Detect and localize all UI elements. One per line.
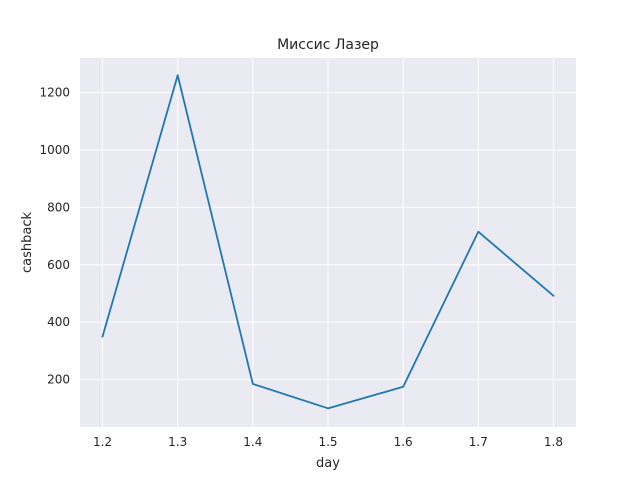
y-tick-label: 800 [47, 200, 70, 214]
y-tick-label: 600 [47, 258, 70, 272]
y-tick-label: 1200 [39, 85, 70, 99]
chart-title: Миссис Лазер [277, 37, 379, 53]
series-line [101, 74, 555, 410]
x-axis-ticks: 1.2 1.3 1.4 1.5 1.6 1.7 1.8 [93, 435, 563, 449]
y-tick-label: 400 [47, 315, 70, 329]
x-tick-label: 1.7 [469, 435, 488, 449]
series-layer [101, 74, 555, 410]
y-tick-label: 200 [47, 373, 70, 387]
x-tick-label: 1.3 [168, 435, 187, 449]
y-tick-label: 1000 [39, 143, 70, 157]
x-tick-label: 1.8 [544, 435, 563, 449]
x-axis-label: day [316, 456, 340, 471]
grid-lines [80, 58, 576, 427]
x-tick-label: 1.2 [93, 435, 112, 449]
x-tick-label: 1.5 [318, 435, 337, 449]
y-axis-label: cashback [20, 212, 35, 273]
x-tick-label: 1.4 [243, 435, 262, 449]
x-tick-label: 1.6 [394, 435, 413, 449]
y-axis-ticks: 200 400 600 800 1000 1200 [39, 85, 70, 386]
